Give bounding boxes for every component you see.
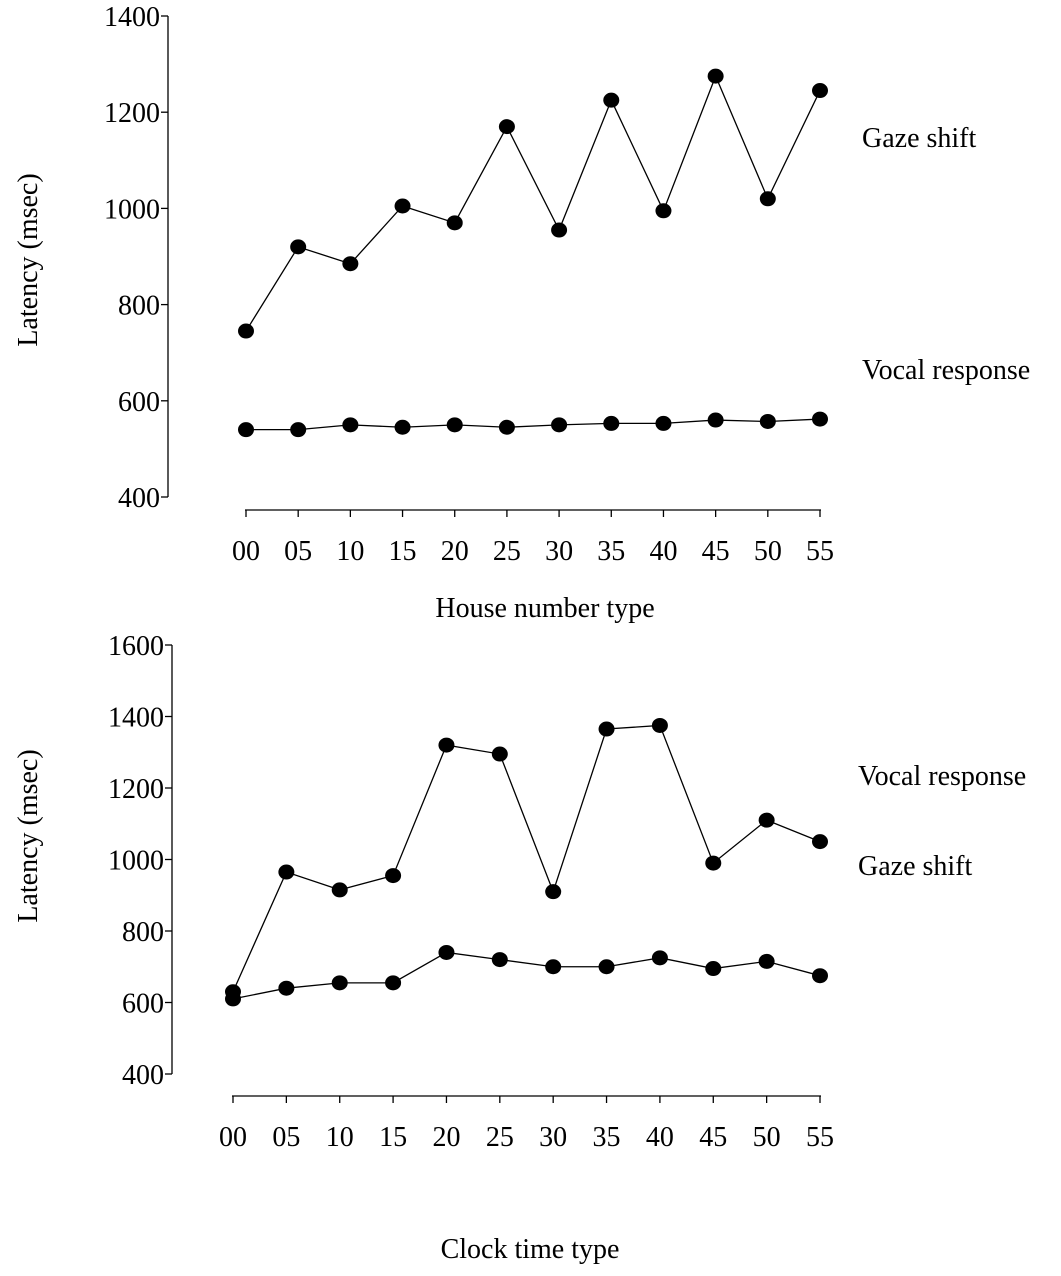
x-tick-label: 25	[486, 1122, 514, 1153]
clock-time-chart: 400 600 800 1000 1200 1400 1600 00 05 10 15 20 25 30 3…	[13, 631, 1026, 1265]
data-point	[758, 953, 775, 969]
x-tick-label: 00	[232, 536, 260, 567]
series-line	[245, 74, 821, 332]
y-tick-label: 600	[122, 989, 164, 1020]
series-line	[246, 418, 821, 431]
data-point	[551, 222, 568, 238]
data-point	[238, 323, 254, 339]
x-tick-label: 50	[754, 536, 782, 567]
data-point	[707, 412, 724, 428]
data-point	[394, 419, 411, 435]
data-point	[655, 203, 672, 219]
x-tick-label: 55	[806, 536, 834, 567]
data-point	[498, 419, 515, 435]
data-point	[603, 415, 620, 431]
data-point	[758, 812, 775, 828]
data-point	[707, 68, 724, 84]
data-point	[812, 834, 828, 850]
data-point	[545, 884, 562, 900]
data-point	[438, 944, 455, 960]
data-point	[655, 415, 672, 431]
y-tick-label: 800	[122, 917, 164, 948]
data-point	[278, 980, 295, 996]
x-tick-label: 10	[336, 536, 364, 567]
data-point	[705, 961, 722, 977]
x-tick-label: 30	[545, 536, 573, 567]
data-point	[385, 975, 402, 991]
data-point	[331, 975, 348, 991]
data-point	[446, 215, 463, 231]
series-label: Gaze shift	[862, 123, 977, 154]
data-point	[290, 422, 307, 438]
y-tick-label: 800	[118, 291, 160, 322]
data-point	[812, 411, 828, 427]
x-tick-label: 05	[284, 536, 312, 567]
x-tick-label: 35	[593, 1122, 621, 1153]
data-point	[290, 239, 307, 255]
data-point	[225, 991, 241, 1007]
data-point	[498, 119, 515, 135]
y-tick-label: 600	[118, 387, 160, 418]
data-point	[759, 191, 776, 207]
series-label: Vocal response	[862, 355, 1030, 386]
y-tick-label: 1600	[108, 631, 164, 662]
data-point	[598, 959, 615, 975]
y-axis-label: Latency (msec)	[13, 749, 44, 922]
y-tick-label: 400	[122, 1060, 164, 1091]
data-point	[446, 417, 463, 433]
data-point	[385, 868, 402, 884]
data-point	[812, 968, 828, 984]
data-point	[438, 737, 455, 753]
y-tick-label: 1000	[104, 194, 160, 225]
data-point	[342, 256, 359, 272]
data-point	[491, 746, 508, 762]
data-point	[551, 417, 568, 433]
data-point	[705, 855, 722, 871]
data-point	[491, 952, 508, 968]
x-tick-label: 40	[649, 536, 677, 567]
data-point	[598, 721, 615, 737]
data-point	[545, 959, 562, 975]
series-label: Gaze shift	[858, 851, 973, 882]
x-tick-label: 00	[219, 1122, 247, 1153]
x-tick-label: 45	[699, 1122, 727, 1153]
series-label: Vocal response	[858, 761, 1026, 792]
y-tick-label: 400	[118, 483, 160, 514]
data-point	[238, 422, 254, 438]
x-tick-label: 15	[379, 1122, 407, 1153]
data-point	[651, 717, 668, 733]
data-point	[759, 413, 776, 429]
data-point	[394, 198, 411, 214]
house-number-chart: 400 600 800 1000 1200 1400 00 05 10 15 20 25 30 35 40 4…	[13, 2, 1030, 624]
x-tick-label: 55	[806, 1122, 834, 1153]
x-tick-label: 50	[753, 1122, 781, 1153]
x-axis-label: House number type	[435, 593, 654, 624]
x-tick-label: 35	[597, 536, 625, 567]
x-tick-label: 10	[326, 1122, 354, 1153]
data-point	[278, 864, 295, 880]
x-tick-label: 25	[493, 536, 521, 567]
x-tick-label: 20	[432, 1122, 460, 1153]
y-tick-label: 1200	[108, 774, 164, 805]
x-tick-label: 05	[272, 1122, 300, 1153]
data-point	[603, 92, 620, 108]
y-axis-label: Latency (msec)	[13, 173, 44, 346]
x-axis-label: Clock time type	[441, 1234, 620, 1265]
y-tick-label: 1400	[104, 2, 160, 33]
series-line	[232, 951, 821, 1000]
x-tick-label: 40	[646, 1122, 674, 1153]
series-line	[232, 724, 821, 993]
x-tick-label: 30	[539, 1122, 567, 1153]
data-point	[812, 83, 828, 99]
x-tick-label: 20	[441, 536, 469, 567]
y-tick-label: 1200	[104, 98, 160, 129]
x-tick-label: 45	[702, 536, 730, 567]
y-tick-label: 1400	[108, 703, 164, 734]
y-tick-label: 1000	[108, 846, 164, 877]
data-point	[331, 882, 348, 898]
data-point	[651, 950, 668, 966]
x-tick-label: 15	[389, 536, 417, 567]
data-point	[342, 417, 359, 433]
